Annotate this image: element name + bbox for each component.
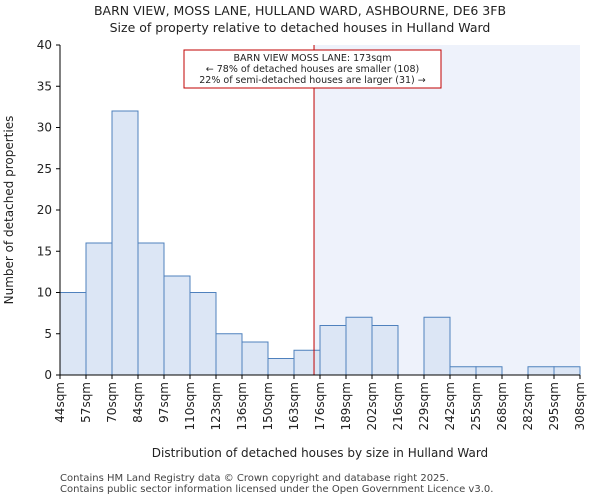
x-tick-label-282sqm: 282sqm: [521, 382, 535, 430]
x-tick-label-216sqm: 216sqm: [391, 382, 405, 430]
x-tick-label-57sqm: 57sqm: [79, 382, 93, 423]
x-axis-label: Distribution of detached houses by size …: [152, 446, 488, 460]
bar-150sqm: [267, 358, 295, 376]
bar-123sqm: [215, 333, 243, 376]
y-tick-label-0: 0: [44, 368, 52, 382]
annotation-line-1: BARN VIEW MOSS LANE: 173sqm: [234, 53, 392, 64]
bar-110sqm: [189, 292, 217, 376]
x-tick-label-176sqm: 176sqm: [313, 382, 327, 430]
x-tick-label-189sqm: 189sqm: [339, 382, 353, 430]
y-tick-label-10: 10: [37, 286, 52, 300]
x-tick-label-70sqm: 70sqm: [105, 382, 119, 423]
x-tick-label-123sqm: 123sqm: [209, 382, 223, 430]
x-tick-label-308sqm: 308sqm: [573, 382, 587, 430]
y-tick-label-35: 35: [37, 79, 52, 93]
x-tick-label-97sqm: 97sqm: [157, 382, 171, 423]
bar-136sqm: [241, 341, 269, 376]
y-axis-label: Number of detached properties: [2, 116, 16, 305]
y-tick-label-15: 15: [37, 244, 52, 258]
x-tick-label-110sqm: 110sqm: [183, 382, 197, 430]
bar-70sqm: [111, 110, 139, 376]
chart-subtitle: Size of property relative to detached ho…: [109, 20, 491, 35]
x-tick-label-136sqm: 136sqm: [235, 382, 249, 430]
bar-97sqm: [163, 275, 191, 376]
x-tick-label-202sqm: 202sqm: [365, 382, 379, 430]
bar-176sqm: [319, 325, 347, 376]
bar-57sqm: [85, 242, 113, 376]
footer-copyright: Contains HM Land Registry data © Crown c…: [60, 473, 449, 484]
x-tick-label-44sqm: 44sqm: [53, 382, 67, 423]
footer-licence: Contains public sector information licen…: [60, 484, 494, 495]
x-tick-label-84sqm: 84sqm: [131, 382, 145, 423]
x-tick-label-255sqm: 255sqm: [469, 382, 483, 430]
bar-163sqm: [293, 349, 321, 376]
y-tick-label-30: 30: [37, 121, 52, 135]
chart-title: BARN VIEW, MOSS LANE, HULLAND WARD, ASHB…: [93, 3, 507, 18]
x-tick-label-268sqm: 268sqm: [495, 382, 509, 430]
bar-242sqm: [449, 366, 477, 376]
annotation-line-2: ← 78% of detached houses are smaller (10…: [206, 64, 419, 75]
x-tick-label-150sqm: 150sqm: [261, 382, 275, 430]
x-tick-label-242sqm: 242sqm: [443, 382, 457, 430]
x-tick-label-295sqm: 295sqm: [547, 382, 561, 430]
annotation-line-3: 22% of semi-detached houses are larger (…: [199, 75, 426, 86]
bar-229sqm: [423, 316, 451, 376]
bar-44sqm: [59, 292, 87, 376]
bar-189sqm: [345, 316, 373, 376]
y-tick-label-25: 25: [37, 162, 52, 176]
bar-295sqm: [553, 366, 581, 376]
annotation-box: [183, 49, 442, 89]
x-tick-label-229sqm: 229sqm: [417, 382, 431, 430]
bar-255sqm: [475, 366, 503, 376]
bar-282sqm: [527, 366, 555, 376]
y-tick-label-5: 5: [44, 327, 52, 341]
y-tick-label-40: 40: [37, 38, 52, 52]
y-tick-label-20: 20: [37, 203, 52, 217]
x-tick-label-163sqm: 163sqm: [287, 382, 301, 430]
bar-84sqm: [137, 242, 165, 376]
bar-202sqm: [371, 325, 399, 376]
